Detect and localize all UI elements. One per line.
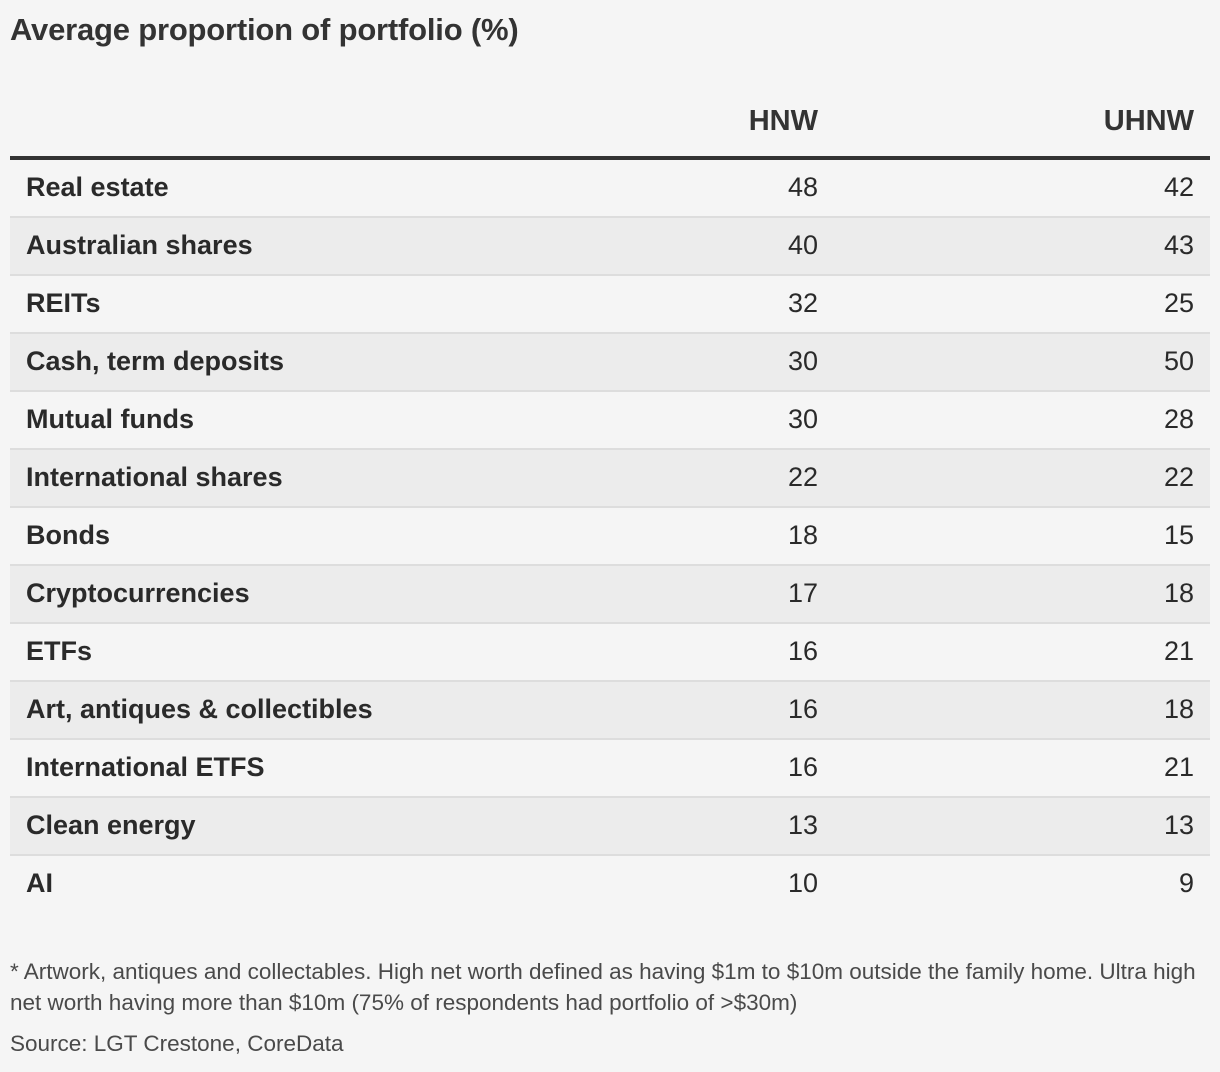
uhnw-value: 50 <box>1163 346 1194 376</box>
hnw-value: 30 <box>787 346 818 376</box>
row-label: Real estate <box>26 172 169 202</box>
uhnw-value: 42 <box>1163 172 1194 202</box>
hnw-value: 17 <box>787 578 818 608</box>
hnw-value: 30 <box>787 404 818 434</box>
row-label: Cash, term deposits <box>26 346 285 376</box>
table-row: Real estate 48 42 <box>10 160 1210 218</box>
chart-title: Average proportion of portfolio (%) <box>10 12 519 47</box>
table-body: Real estate 48 42 Australian shares 40 43 REIT… <box>10 160 1210 914</box>
uhnw-value: 43 <box>1163 230 1194 260</box>
hnw-value: 40 <box>787 230 818 260</box>
table-header: HNW UHNW <box>10 98 1210 160</box>
table-row: Clean energy 13 13 <box>10 798 1210 856</box>
uhnw-value: 22 <box>1163 462 1194 492</box>
table-row: International ETFS 16 21 <box>10 740 1210 798</box>
hnw-value: 10 <box>787 868 818 898</box>
hnw-value: 16 <box>787 752 818 782</box>
table-row: Australian shares 40 43 <box>10 218 1210 276</box>
row-label: AI <box>26 868 53 898</box>
row-label: REITs <box>26 288 101 318</box>
row-label: International ETFS <box>26 752 265 782</box>
table-row: Cryptocurrencies 17 18 <box>10 566 1210 624</box>
row-label: Clean energy <box>26 810 196 840</box>
uhnw-value: 15 <box>1163 520 1194 550</box>
column-header-hnw: HNW <box>748 105 818 137</box>
table-row: REITs 32 25 <box>10 276 1210 334</box>
uhnw-value: 21 <box>1163 752 1194 782</box>
table-row: Art, antiques & collectibles 16 18 <box>10 682 1210 740</box>
table-row: Bonds 18 15 <box>10 508 1210 566</box>
table-row: Cash, term deposits 30 50 <box>10 334 1210 392</box>
hnw-value: 32 <box>787 288 818 318</box>
table-row: Mutual funds 30 28 <box>10 392 1210 450</box>
uhnw-value: 18 <box>1163 578 1194 608</box>
hnw-value: 22 <box>787 462 818 492</box>
hnw-value: 16 <box>787 694 818 724</box>
footnote: * Artwork, antiques and collectables. Hi… <box>10 959 1196 1015</box>
uhnw-value: 18 <box>1163 694 1194 724</box>
hnw-value: 16 <box>787 636 818 666</box>
hnw-value: 48 <box>787 172 818 202</box>
uhnw-value: 9 <box>1178 868 1194 898</box>
uhnw-value: 28 <box>1163 404 1194 434</box>
row-label: Bonds <box>26 520 110 550</box>
hnw-value: 13 <box>787 810 818 840</box>
uhnw-value: 13 <box>1163 810 1194 840</box>
uhnw-value: 21 <box>1163 636 1194 666</box>
portfolio-table: HNW UHNW Real estate 48 42 Australian share… <box>10 98 1210 914</box>
source-note: Source: LGT Crestone, CoreData <box>10 1031 344 1056</box>
row-label: Cryptocurrencies <box>26 578 250 608</box>
table-row: International shares 22 22 <box>10 450 1210 508</box>
table-row: AI 10 9 <box>10 856 1210 914</box>
row-label: Mutual funds <box>26 404 194 434</box>
hnw-value: 18 <box>787 520 818 550</box>
row-label: Australian shares <box>26 230 253 260</box>
uhnw-value: 25 <box>1163 288 1194 318</box>
table-row: ETFs 16 21 <box>10 624 1210 682</box>
column-header-uhnw: UHNW <box>1103 105 1194 137</box>
row-label: ETFs <box>26 636 93 666</box>
row-label: International shares <box>26 462 283 492</box>
row-label: Art, antiques & collectibles <box>26 694 373 724</box>
